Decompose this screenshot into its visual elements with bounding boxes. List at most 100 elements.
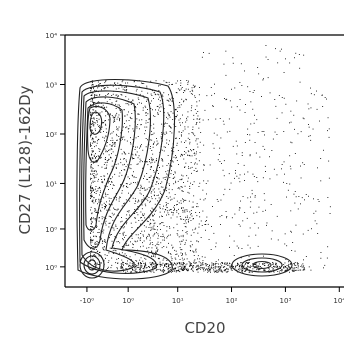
event: [120, 184, 122, 185]
event: [93, 189, 95, 191]
event: [281, 112, 283, 114]
event: [314, 220, 316, 222]
event: [105, 220, 107, 222]
event: [101, 204, 103, 206]
event: [180, 200, 182, 202]
event: [103, 131, 104, 132]
event: [153, 223, 155, 225]
event: [185, 98, 187, 100]
event: [215, 269, 217, 271]
event: [99, 127, 100, 129]
event: [185, 239, 187, 241]
event: [197, 268, 199, 270]
event: [95, 199, 97, 200]
event: [159, 204, 161, 205]
event: [91, 153, 92, 155]
event: [170, 127, 171, 129]
event: [118, 126, 120, 128]
event: [106, 186, 108, 187]
event: [290, 168, 292, 170]
event: [142, 83, 143, 84]
event: [142, 107, 144, 109]
event: [103, 202, 105, 204]
event: [177, 266, 179, 268]
event: [121, 174, 123, 176]
event: [158, 109, 159, 111]
event: [192, 270, 194, 272]
event: [156, 170, 158, 171]
event: [186, 270, 188, 271]
event: [181, 178, 183, 180]
event: [268, 268, 270, 270]
event: [279, 270, 281, 271]
event: [222, 271, 224, 273]
event: [91, 190, 92, 192]
event: [254, 195, 256, 197]
event: [281, 269, 283, 271]
event: [205, 269, 206, 271]
event: [94, 192, 95, 193]
event: [238, 268, 239, 270]
event: [115, 164, 117, 165]
event: [166, 260, 168, 261]
event: [116, 140, 118, 141]
event: [150, 223, 152, 224]
event: [134, 182, 136, 184]
event: [268, 271, 270, 273]
event: [185, 88, 187, 90]
event: [246, 269, 247, 271]
event: [93, 154, 95, 156]
event: [144, 187, 145, 189]
event: [128, 264, 130, 266]
event: [165, 263, 167, 264]
event: [97, 124, 99, 126]
event: [139, 259, 141, 261]
event: [263, 270, 265, 271]
event: [136, 271, 138, 273]
event: [103, 153, 104, 155]
event: [110, 198, 112, 199]
event: [168, 94, 169, 96]
event: [255, 266, 257, 267]
event: [134, 266, 136, 268]
event: [302, 269, 304, 271]
event: [224, 266, 226, 268]
event: [244, 264, 246, 265]
event: [241, 152, 243, 154]
event: [155, 209, 157, 211]
event: [140, 186, 142, 188]
event: [105, 128, 107, 130]
event: [139, 189, 141, 191]
event: [304, 269, 306, 271]
event: [91, 118, 93, 119]
event: [123, 231, 125, 233]
event: [120, 266, 122, 268]
event: [178, 164, 179, 165]
event: [308, 108, 310, 110]
event: [142, 95, 144, 97]
event: [124, 115, 126, 117]
event: [126, 263, 128, 264]
event: [168, 163, 170, 165]
event: [97, 264, 99, 265]
event: [196, 206, 197, 208]
event: [98, 220, 100, 222]
event: [90, 193, 92, 195]
event: [179, 241, 181, 243]
event: [162, 233, 164, 235]
y-tick-label: 10²: [45, 131, 57, 139]
event: [161, 236, 163, 238]
event: [98, 186, 100, 188]
event: [160, 193, 162, 194]
event: [99, 83, 101, 84]
event: [119, 242, 121, 244]
event: [90, 240, 91, 242]
event: [249, 247, 251, 249]
x-axis-label: CD20: [184, 319, 225, 337]
event: [168, 267, 170, 269]
event: [205, 183, 207, 184]
event: [164, 265, 165, 266]
event: [285, 258, 287, 260]
event: [123, 262, 125, 264]
event: [94, 94, 95, 96]
